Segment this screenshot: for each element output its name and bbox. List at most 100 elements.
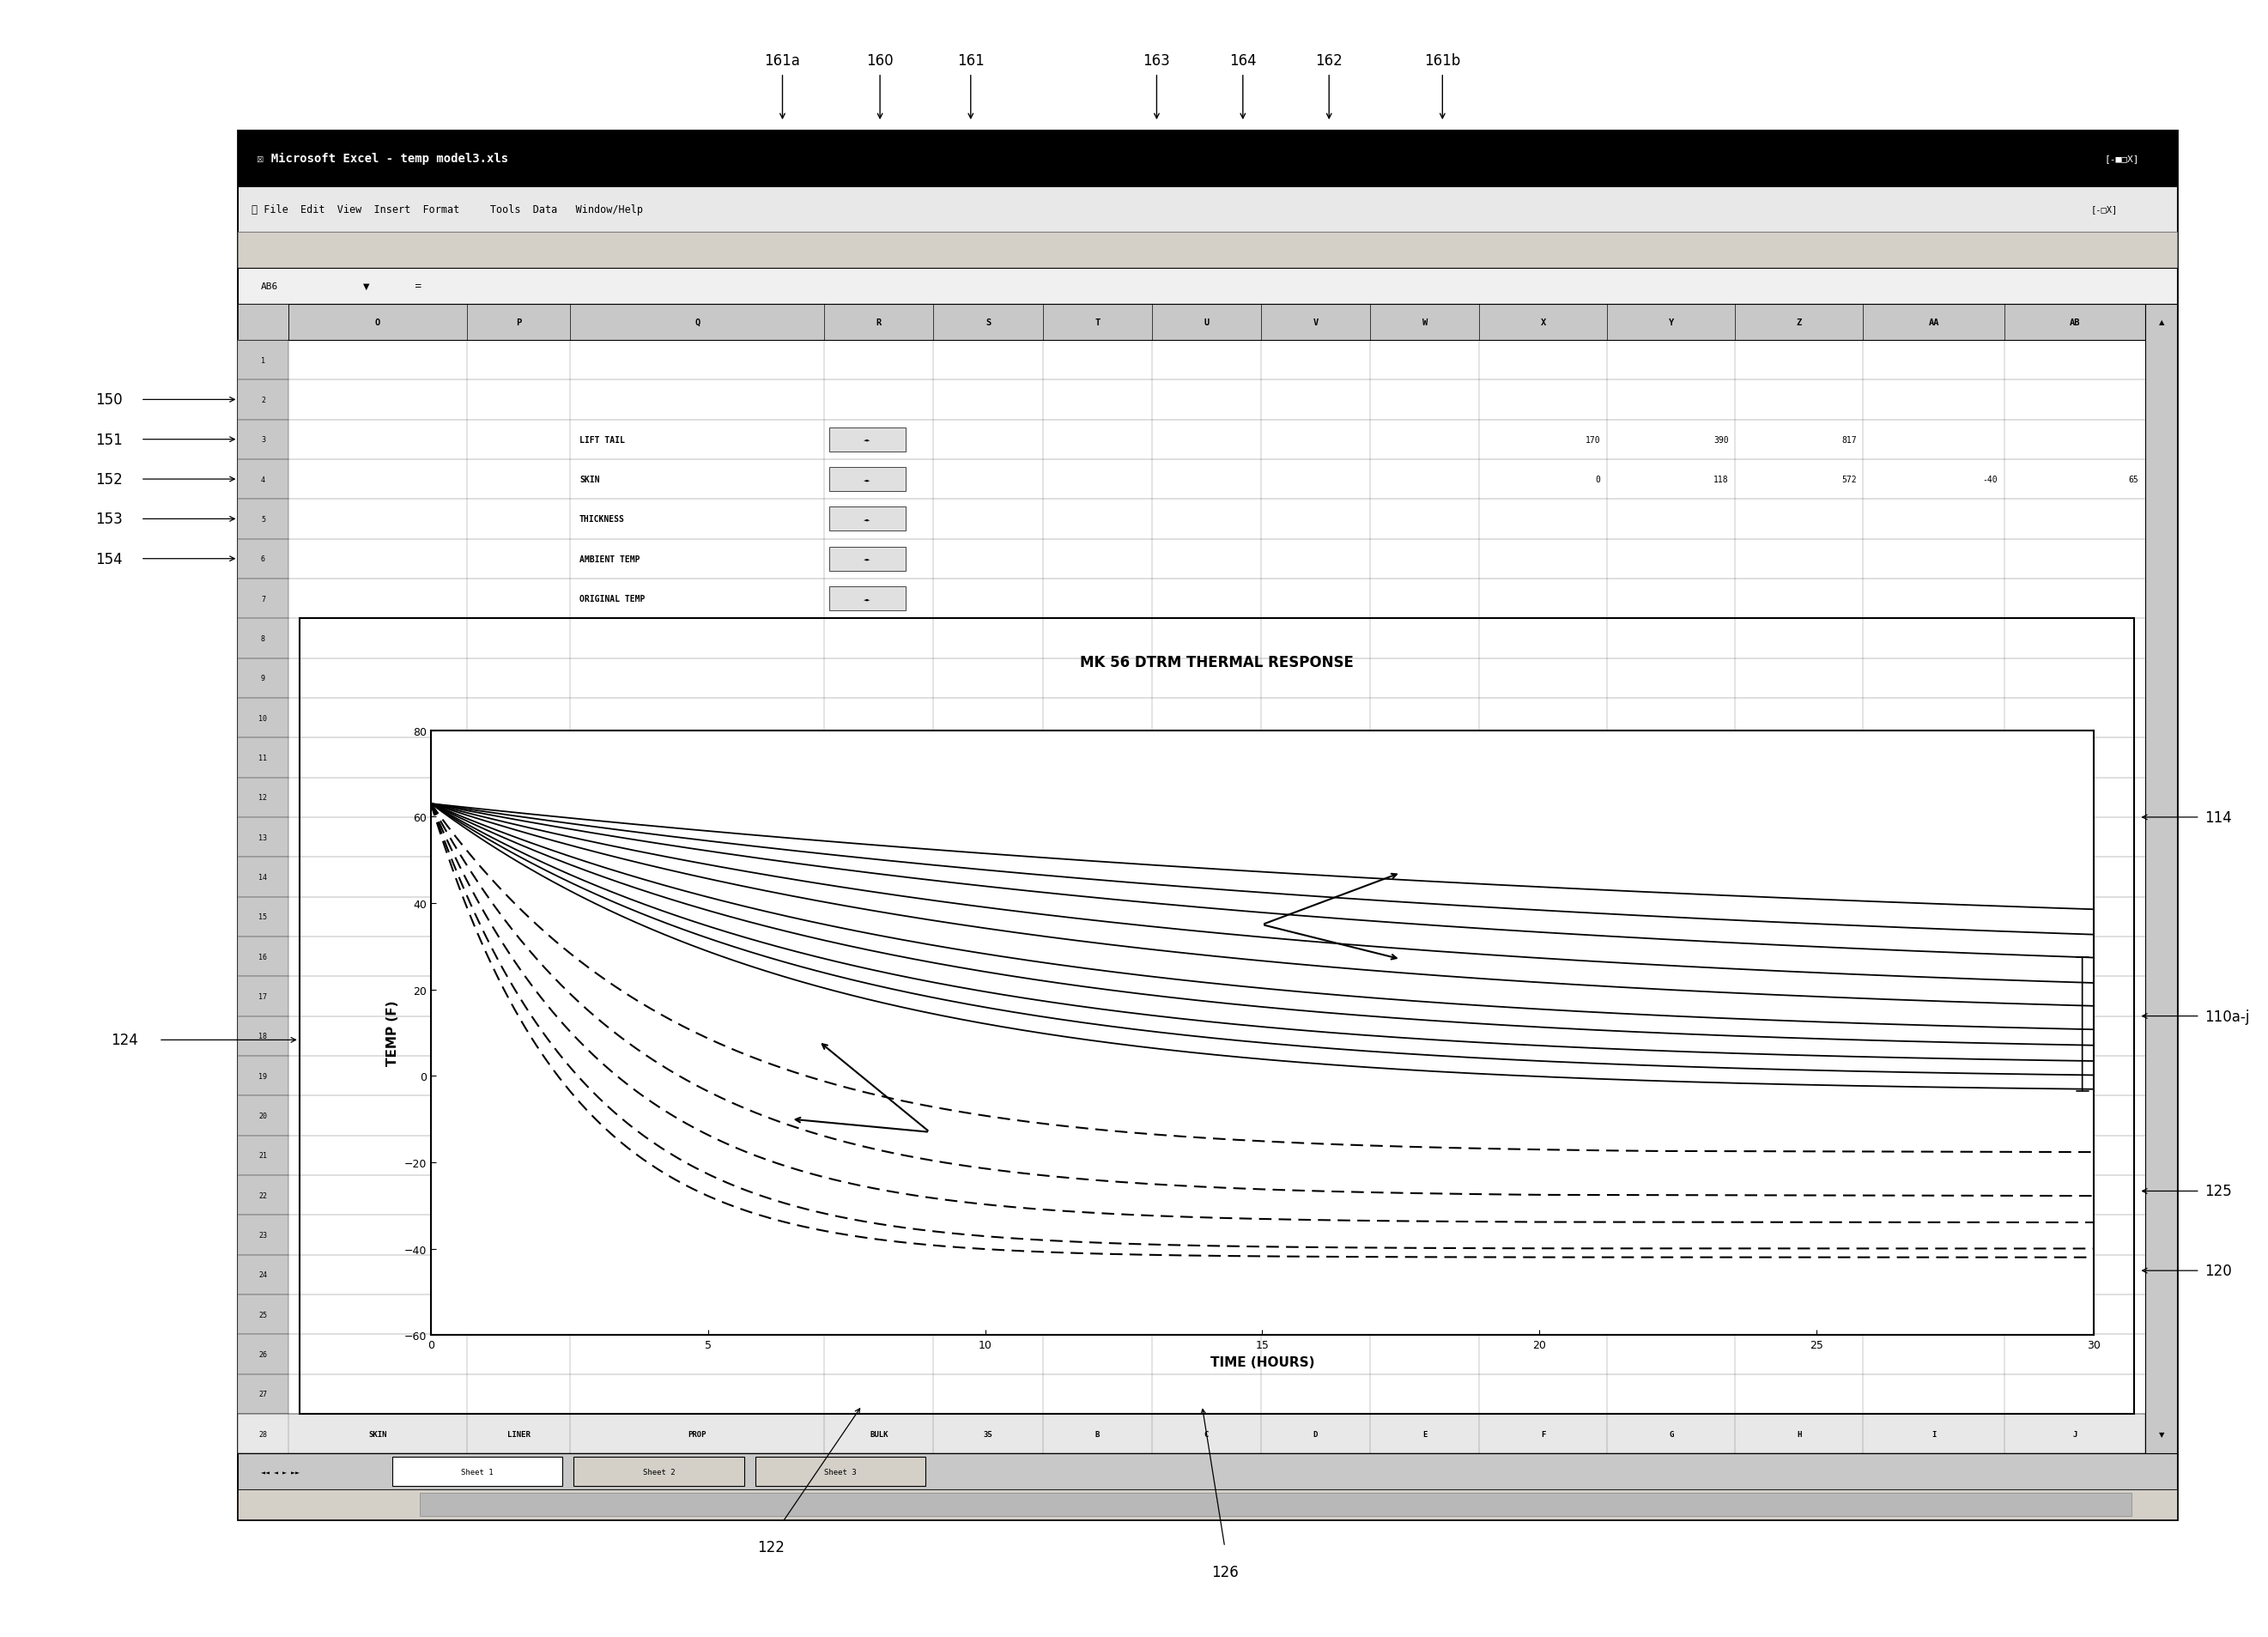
Text: 125: 125 [2204, 1184, 2232, 1198]
Text: -40: -40 [1982, 475, 1998, 485]
FancyBboxPatch shape [238, 499, 288, 539]
Text: 7: 7 [261, 594, 265, 602]
Text: 28: 28 [259, 1429, 268, 1437]
Text: 19: 19 [259, 1072, 268, 1080]
Text: 3: 3 [261, 435, 265, 444]
Text: 160: 160 [866, 52, 894, 69]
Text: V: V [1313, 318, 1318, 327]
Text: ◄►: ◄► [864, 517, 871, 522]
FancyBboxPatch shape [238, 579, 288, 619]
Text: 120: 120 [2204, 1264, 2232, 1278]
Text: P: P [515, 318, 522, 327]
Text: 152: 152 [95, 471, 122, 488]
Text: ◄►: ◄► [864, 557, 871, 561]
Text: 153: 153 [95, 512, 122, 527]
Text: 65: 65 [2130, 475, 2139, 485]
Text: AB: AB [2071, 318, 2080, 327]
Text: 126: 126 [1211, 1563, 1238, 1580]
Text: MK 56 DTRM THERMAL RESPONSE: MK 56 DTRM THERMAL RESPONSE [1080, 655, 1354, 670]
Text: T: T [1095, 318, 1100, 327]
FancyBboxPatch shape [238, 187, 2177, 232]
Text: 9: 9 [261, 674, 265, 683]
Text: 35: 35 [984, 1429, 993, 1437]
FancyBboxPatch shape [238, 1373, 288, 1414]
Text: ORIGINAL TEMP: ORIGINAL TEMP [578, 594, 644, 602]
Text: 0: 0 [1594, 475, 1601, 485]
Text: LINER: LINER [508, 1429, 531, 1437]
Text: Z: Z [1796, 318, 1803, 327]
FancyBboxPatch shape [238, 619, 288, 658]
Text: 15: 15 [259, 913, 268, 922]
Text: 1: 1 [261, 357, 265, 365]
Text: 20: 20 [259, 1112, 268, 1120]
Text: W: W [1422, 318, 1427, 327]
Text: 17: 17 [259, 992, 268, 1000]
Text: 13: 13 [259, 833, 268, 841]
Text: 572: 572 [1842, 475, 1857, 485]
FancyBboxPatch shape [238, 1256, 288, 1295]
Text: ▼: ▼ [363, 282, 370, 291]
FancyBboxPatch shape [238, 380, 288, 421]
FancyBboxPatch shape [828, 507, 905, 532]
Y-axis label: TEMP (F): TEMP (F) [386, 1000, 399, 1066]
Text: 154: 154 [95, 552, 122, 566]
FancyBboxPatch shape [828, 427, 905, 452]
FancyBboxPatch shape [238, 1175, 288, 1215]
Text: F: F [1540, 1429, 1545, 1437]
FancyBboxPatch shape [238, 936, 288, 977]
Text: AA: AA [1928, 318, 1939, 327]
FancyBboxPatch shape [238, 1095, 288, 1136]
Text: 110a-j: 110a-j [2204, 1008, 2250, 1025]
Text: 10: 10 [259, 714, 268, 722]
FancyBboxPatch shape [238, 1215, 288, 1256]
Text: E: E [1422, 1429, 1427, 1437]
Text: Sheet 1: Sheet 1 [460, 1468, 494, 1475]
Text: 25: 25 [259, 1311, 268, 1318]
Text: X: X [1540, 318, 1547, 327]
Text: 124: 124 [111, 1033, 138, 1048]
Text: B: B [1095, 1429, 1100, 1437]
FancyBboxPatch shape [238, 340, 288, 380]
Text: C: C [1204, 1429, 1209, 1437]
Text: =: = [408, 282, 422, 291]
Text: 24: 24 [259, 1270, 268, 1278]
FancyBboxPatch shape [238, 1414, 2146, 1454]
Text: 161b: 161b [1424, 52, 1461, 69]
Text: ▼: ▼ [2159, 1429, 2164, 1437]
Text: ◄►: ◄► [864, 437, 871, 442]
FancyBboxPatch shape [828, 588, 905, 611]
Text: 162: 162 [1315, 52, 1343, 69]
FancyBboxPatch shape [2146, 304, 2177, 1454]
FancyBboxPatch shape [238, 131, 2177, 187]
FancyBboxPatch shape [238, 858, 288, 897]
Text: 11: 11 [259, 755, 268, 761]
FancyBboxPatch shape [828, 547, 905, 571]
FancyBboxPatch shape [238, 897, 288, 936]
Text: ☒ Microsoft Excel - temp model3.xls: ☒ Microsoft Excel - temp model3.xls [256, 152, 508, 165]
FancyBboxPatch shape [420, 1493, 2132, 1516]
Text: G: G [1669, 1429, 1674, 1437]
Text: 23: 23 [259, 1231, 268, 1239]
Text: Sheet 2: Sheet 2 [642, 1468, 676, 1475]
FancyBboxPatch shape [238, 658, 288, 699]
FancyBboxPatch shape [238, 1490, 2177, 1519]
Text: 122: 122 [758, 1539, 785, 1555]
Text: SKIN: SKIN [578, 475, 599, 485]
Text: 12: 12 [259, 794, 268, 802]
FancyBboxPatch shape [392, 1457, 562, 1486]
Text: 22: 22 [259, 1192, 268, 1200]
Text: ◄►: ◄► [864, 596, 871, 601]
Text: R: R [875, 318, 882, 327]
FancyBboxPatch shape [238, 460, 288, 499]
Text: [-■□X]: [-■□X] [2105, 154, 2139, 164]
Text: J: J [2073, 1429, 2077, 1437]
Text: 21: 21 [259, 1151, 268, 1159]
FancyBboxPatch shape [574, 1457, 744, 1486]
Text: Y: Y [1669, 318, 1674, 327]
FancyBboxPatch shape [238, 539, 288, 579]
FancyBboxPatch shape [238, 699, 288, 738]
FancyBboxPatch shape [238, 1017, 288, 1056]
FancyBboxPatch shape [299, 619, 2134, 1414]
FancyBboxPatch shape [238, 421, 288, 460]
Text: ☰ File  Edit  View  Insert  Format     Tools  Data   Window/Help: ☰ File Edit View Insert Format Tools Dat… [252, 205, 644, 214]
